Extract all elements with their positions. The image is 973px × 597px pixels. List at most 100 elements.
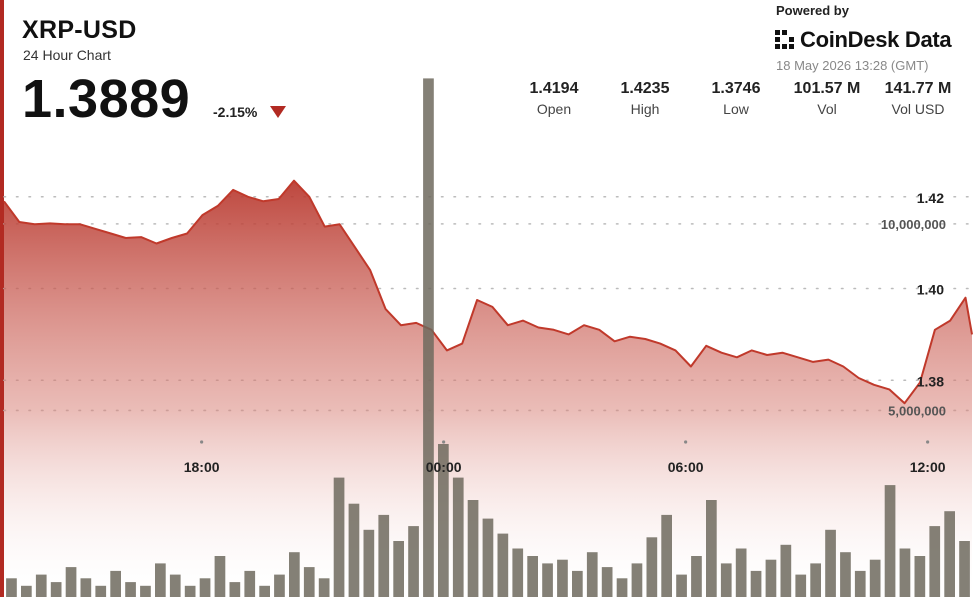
- stat-vol-usd: 141.77 M Vol USD: [873, 80, 963, 117]
- volume-bar: [944, 511, 955, 597]
- volume-bar: [214, 556, 226, 597]
- volume-bar: [95, 585, 107, 597]
- stat-vol-usd-label: Vol USD: [891, 101, 945, 117]
- volume-bar: [348, 503, 360, 597]
- brand-logo-group: CoinDesk Data: [774, 26, 952, 54]
- price-area-fill: [4, 180, 972, 597]
- volume-bar: [169, 574, 181, 597]
- volume-bar: [586, 552, 598, 597]
- stat-vol-usd-value: 141.77 M: [884, 80, 952, 97]
- price-line: [3, 179, 973, 405]
- volume-bar: [21, 585, 32, 597]
- volume-bar: [720, 563, 732, 597]
- volume-bar: [810, 563, 821, 597]
- down-arrow-icon: [270, 106, 286, 118]
- volume-bar: [378, 514, 390, 597]
- volume-bar: [572, 570, 583, 597]
- volume-bar: [259, 585, 270, 597]
- brand-name: CoinDesk Data: [800, 27, 952, 52]
- volume-bar: [869, 559, 881, 597]
- x-tick-label: 06:00: [668, 459, 704, 475]
- chart-subtitle: 24 Hour Chart: [23, 47, 111, 63]
- stat-vol-value: 101.57 M: [793, 80, 861, 97]
- volume-bar: [6, 578, 17, 597]
- volume-bar: [452, 477, 464, 597]
- volume-bar: [676, 574, 687, 597]
- volume-bar: [393, 541, 404, 597]
- volume-bar: [780, 544, 792, 597]
- volume-bar: [959, 541, 970, 597]
- volume-bar: [601, 567, 613, 597]
- coindesk-logo-icon: [775, 30, 794, 49]
- volume-bar: [289, 552, 300, 597]
- volume-bar: [884, 485, 896, 597]
- volume-bar: [482, 518, 494, 597]
- volume-bar: [110, 570, 121, 597]
- volume-bar: [735, 548, 747, 597]
- stat-open-value: 1.4194: [529, 80, 579, 97]
- price-tick-label: 1.42: [917, 190, 944, 206]
- volume-bar: [408, 526, 419, 597]
- x-tick-label: 18:00: [184, 459, 220, 475]
- volume-bar: [125, 582, 136, 597]
- volume-bar: [765, 559, 777, 597]
- stat-high-value: 1.4235: [620, 80, 670, 97]
- volume-bar: [229, 582, 241, 597]
- x-tick-mark: [442, 440, 446, 444]
- price-tick-label: 1.40: [917, 282, 944, 298]
- axis-label-layer: 1.42 1.40 1.38 10,000,000 5,000,000 18:00 00:0…: [184, 190, 946, 475]
- volume-bar: [929, 526, 941, 597]
- volume-bar: [631, 563, 643, 597]
- volume-bar: [438, 444, 449, 597]
- volume-bar: [184, 585, 196, 597]
- volume-bar: [661, 514, 672, 597]
- volume-bar: [646, 537, 658, 597]
- volume-bar: [80, 578, 92, 597]
- volume-bar: [140, 585, 151, 597]
- volume-bar: [65, 567, 77, 597]
- stat-high: 1.4235 High: [600, 80, 690, 117]
- x-tick-label: 00:00: [426, 459, 462, 475]
- volume-bar: [795, 574, 807, 597]
- x-tick-mark: [926, 440, 930, 444]
- area-layer: [3, 179, 973, 597]
- volume-bar: [467, 500, 479, 597]
- stat-vol-label: Vol: [817, 101, 837, 117]
- volume-bar: [899, 548, 911, 597]
- volume-bar: [318, 578, 330, 597]
- current-price: 1.3889: [22, 69, 191, 129]
- volume-bar: [914, 556, 926, 597]
- price-tick-label: 1.38: [917, 373, 944, 389]
- stat-high-label: High: [630, 101, 660, 117]
- stat-vol: 101.57 M Vol: [782, 80, 872, 117]
- timestamp: 18 May 2026 13:28 (GMT): [776, 58, 929, 73]
- volume-layer: [6, 78, 970, 597]
- volume-bar: [527, 556, 538, 597]
- left-accent-border: [0, 0, 4, 597]
- stat-open: 1.4194 Open: [509, 80, 599, 117]
- volume-bar: [274, 574, 285, 597]
- volume-bar: [423, 78, 434, 597]
- powered-by-label: Powered by: [776, 3, 849, 18]
- volume-bar: [199, 578, 211, 597]
- volume-bar: [512, 548, 524, 597]
- volume-bar: [557, 559, 568, 597]
- stat-low-value: 1.3746: [711, 80, 761, 97]
- volume-bar: [363, 529, 375, 597]
- volume-bar: [825, 529, 836, 597]
- volume-bar: [244, 570, 256, 597]
- volume-bar: [750, 570, 762, 597]
- stat-low-label: Low: [723, 101, 749, 117]
- volume-bar: [840, 552, 851, 597]
- symbol-title: XRP-USD: [22, 16, 137, 44]
- volume-bar: [303, 567, 315, 597]
- volume-bar: [616, 578, 628, 597]
- x-tick-label: 12:00: [910, 459, 946, 475]
- volume-bar: [155, 563, 166, 597]
- volume-bar: [691, 556, 702, 597]
- volume-bar: [497, 533, 509, 597]
- volume-bar: [35, 574, 47, 597]
- volume-tick-label: 5,000,000: [888, 403, 946, 418]
